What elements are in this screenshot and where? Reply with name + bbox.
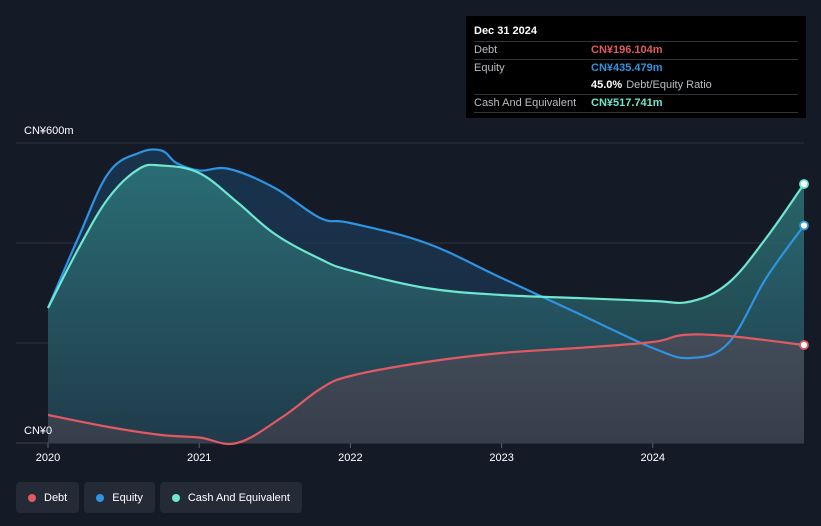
- legend-item-cash[interactable]: Cash And Equivalent: [159, 482, 302, 513]
- debt-end-marker: [799, 340, 809, 350]
- x-tick-label: 2024: [641, 452, 665, 464]
- series-end-markers: [799, 179, 809, 350]
- legend: Debt Equity Cash And Equivalent: [16, 482, 302, 513]
- tooltip-debt-value: CN¥196.104m: [591, 44, 663, 56]
- x-tick-label: 2021: [187, 452, 211, 464]
- debt-area: [48, 334, 804, 444]
- legend-dot-cash-icon: [171, 493, 180, 502]
- tooltip-equity-value: CN¥435.479m: [591, 62, 663, 74]
- tooltip-equity-row: Equity CN¥435.479m: [474, 59, 798, 77]
- tooltip-ratio-label: Debt/Equity Ratio: [626, 79, 712, 91]
- tooltip-equity-label: Equity: [474, 62, 505, 74]
- tooltip-debt-row: Debt CN¥196.104m: [474, 41, 798, 59]
- legend-dot-debt-icon: [28, 493, 36, 502]
- tooltip-ratio-value: 45.0%: [591, 79, 623, 91]
- tooltip-debt-label: Debt: [474, 44, 498, 56]
- tooltip-cash-value: CN¥517.741m: [591, 97, 663, 109]
- legend-label-equity: Equity: [112, 491, 143, 504]
- legend-item-equity[interactable]: Equity: [84, 482, 155, 513]
- legend-label-debt: Debt: [44, 491, 68, 504]
- tooltip-date: Dec 31 2024: [474, 25, 537, 37]
- debt-line: [47, 333, 805, 445]
- x-tick-label: 2022: [338, 452, 362, 464]
- legend-dot-equity-icon: [96, 493, 105, 502]
- x-tick-label: 2023: [489, 452, 513, 464]
- tooltip-cash-label: Cash And Equivalent: [474, 97, 577, 109]
- y-axis-top-label: CN¥600m: [24, 125, 74, 137]
- series-areas: [48, 149, 804, 444]
- equity-end-marker: [799, 220, 809, 231]
- series-lines: [46, 148, 805, 445]
- tooltip-ratio-row: 45.0% Debt/Equity Ratio: [474, 77, 798, 94]
- tooltip-panel: Dec 31 2024 Debt CN¥196.104m Equity CN¥4…: [466, 16, 806, 118]
- x-tick-label: 2020: [36, 452, 60, 464]
- tooltip-cash-row: Cash And Equivalent CN¥517.741m: [474, 94, 798, 112]
- y-axis-bottom-label: CN¥0: [24, 425, 53, 437]
- legend-item-debt[interactable]: Debt: [16, 482, 80, 513]
- x-axis-ticks: 2020 2021 2022 2023 2024: [36, 443, 665, 464]
- equity-line: [46, 148, 805, 360]
- cash-and-equivalent-end-marker: [799, 179, 809, 189]
- legend-label-cash: Cash And Equivalent: [187, 491, 290, 504]
- cash-and-equivalent-line: [47, 163, 805, 309]
